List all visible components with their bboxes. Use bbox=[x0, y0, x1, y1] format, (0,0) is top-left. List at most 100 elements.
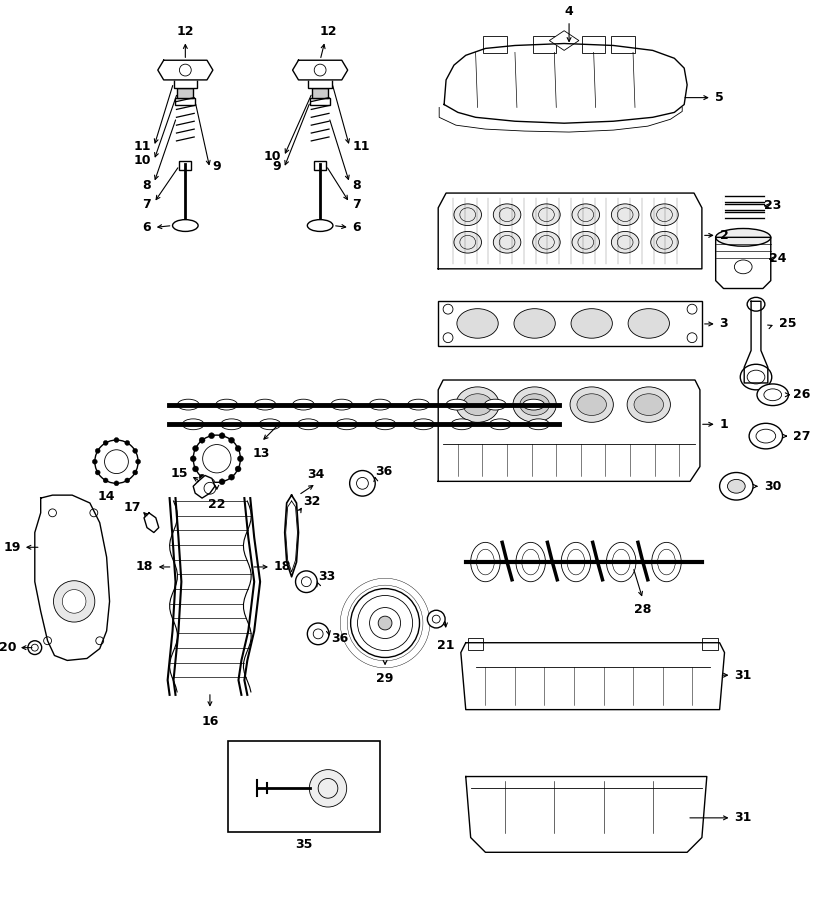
Ellipse shape bbox=[133, 470, 137, 475]
Text: 4: 4 bbox=[564, 4, 573, 18]
Ellipse shape bbox=[125, 440, 130, 445]
Ellipse shape bbox=[349, 471, 375, 496]
Ellipse shape bbox=[209, 433, 214, 438]
Polygon shape bbox=[438, 194, 702, 269]
Ellipse shape bbox=[235, 466, 241, 472]
Ellipse shape bbox=[516, 543, 546, 581]
Text: 13: 13 bbox=[253, 447, 270, 460]
Ellipse shape bbox=[336, 418, 357, 429]
Ellipse shape bbox=[114, 481, 119, 486]
Bar bbox=[722, 204, 766, 210]
Ellipse shape bbox=[493, 231, 521, 253]
Text: 31: 31 bbox=[735, 812, 752, 824]
Ellipse shape bbox=[457, 309, 498, 338]
Polygon shape bbox=[716, 238, 771, 289]
Text: 17: 17 bbox=[124, 501, 141, 515]
Ellipse shape bbox=[182, 418, 204, 429]
Ellipse shape bbox=[463, 394, 492, 416]
Bar bbox=[468, 638, 483, 650]
Ellipse shape bbox=[136, 459, 141, 464]
Text: 3: 3 bbox=[720, 318, 728, 330]
Text: 33: 33 bbox=[318, 571, 335, 583]
Ellipse shape bbox=[611, 204, 639, 226]
Ellipse shape bbox=[254, 400, 276, 410]
Text: 24: 24 bbox=[769, 253, 786, 266]
Bar bbox=[308, 78, 332, 88]
Ellipse shape bbox=[716, 229, 771, 247]
Text: 25: 25 bbox=[779, 318, 796, 330]
Polygon shape bbox=[444, 43, 687, 123]
Text: 14: 14 bbox=[98, 491, 115, 503]
Ellipse shape bbox=[193, 435, 240, 482]
Ellipse shape bbox=[103, 440, 108, 445]
Text: 15: 15 bbox=[171, 467, 188, 480]
Ellipse shape bbox=[192, 466, 199, 472]
Text: 6: 6 bbox=[142, 221, 151, 234]
Ellipse shape bbox=[520, 394, 550, 416]
Bar bbox=[314, 160, 326, 170]
Text: 36: 36 bbox=[331, 633, 348, 645]
Bar bbox=[312, 88, 328, 97]
Polygon shape bbox=[550, 31, 579, 50]
Bar bbox=[173, 78, 197, 88]
Ellipse shape bbox=[606, 543, 636, 581]
Ellipse shape bbox=[103, 478, 108, 483]
Ellipse shape bbox=[456, 387, 499, 422]
Text: 7: 7 bbox=[353, 198, 362, 212]
Ellipse shape bbox=[451, 418, 473, 429]
Ellipse shape bbox=[295, 571, 317, 592]
Ellipse shape bbox=[427, 610, 445, 628]
Text: 21: 21 bbox=[438, 639, 455, 652]
Ellipse shape bbox=[493, 204, 521, 226]
Ellipse shape bbox=[514, 309, 555, 338]
Ellipse shape bbox=[235, 446, 241, 452]
Text: 11: 11 bbox=[133, 140, 151, 153]
Text: 16: 16 bbox=[201, 715, 218, 727]
Ellipse shape bbox=[309, 770, 347, 807]
Bar bbox=[533, 36, 556, 53]
Text: 2: 2 bbox=[720, 229, 728, 242]
Ellipse shape bbox=[652, 543, 681, 581]
Ellipse shape bbox=[533, 204, 560, 226]
Bar bbox=[176, 97, 196, 105]
Bar bbox=[227, 741, 380, 832]
Bar bbox=[483, 36, 507, 53]
Bar bbox=[582, 36, 605, 53]
Bar bbox=[722, 212, 766, 218]
Ellipse shape bbox=[528, 418, 550, 429]
Ellipse shape bbox=[651, 204, 678, 226]
Ellipse shape bbox=[523, 400, 545, 410]
Ellipse shape bbox=[572, 204, 600, 226]
Ellipse shape bbox=[259, 418, 281, 429]
Text: 12: 12 bbox=[177, 24, 194, 38]
Text: 35: 35 bbox=[294, 838, 312, 850]
Ellipse shape bbox=[95, 440, 138, 483]
Polygon shape bbox=[465, 777, 707, 852]
Ellipse shape bbox=[747, 297, 765, 311]
Ellipse shape bbox=[95, 470, 100, 475]
Text: 29: 29 bbox=[376, 672, 393, 685]
Ellipse shape bbox=[331, 400, 353, 410]
Text: 31: 31 bbox=[735, 669, 752, 681]
Text: 8: 8 bbox=[142, 179, 151, 192]
Ellipse shape bbox=[628, 309, 669, 338]
Ellipse shape bbox=[308, 220, 333, 231]
Polygon shape bbox=[744, 302, 768, 383]
Ellipse shape bbox=[446, 400, 468, 410]
Ellipse shape bbox=[114, 437, 119, 443]
Ellipse shape bbox=[720, 472, 753, 500]
Ellipse shape bbox=[228, 437, 235, 443]
Ellipse shape bbox=[740, 364, 771, 390]
Text: 11: 11 bbox=[353, 140, 370, 153]
Ellipse shape bbox=[199, 437, 205, 443]
Ellipse shape bbox=[454, 231, 482, 253]
Ellipse shape bbox=[308, 623, 329, 644]
Text: 26: 26 bbox=[793, 388, 811, 401]
Ellipse shape bbox=[133, 448, 137, 454]
Text: 27: 27 bbox=[793, 429, 811, 443]
Ellipse shape bbox=[92, 459, 97, 464]
Ellipse shape bbox=[513, 387, 556, 422]
Bar bbox=[611, 36, 635, 53]
Ellipse shape bbox=[757, 384, 789, 406]
Ellipse shape bbox=[375, 418, 396, 429]
